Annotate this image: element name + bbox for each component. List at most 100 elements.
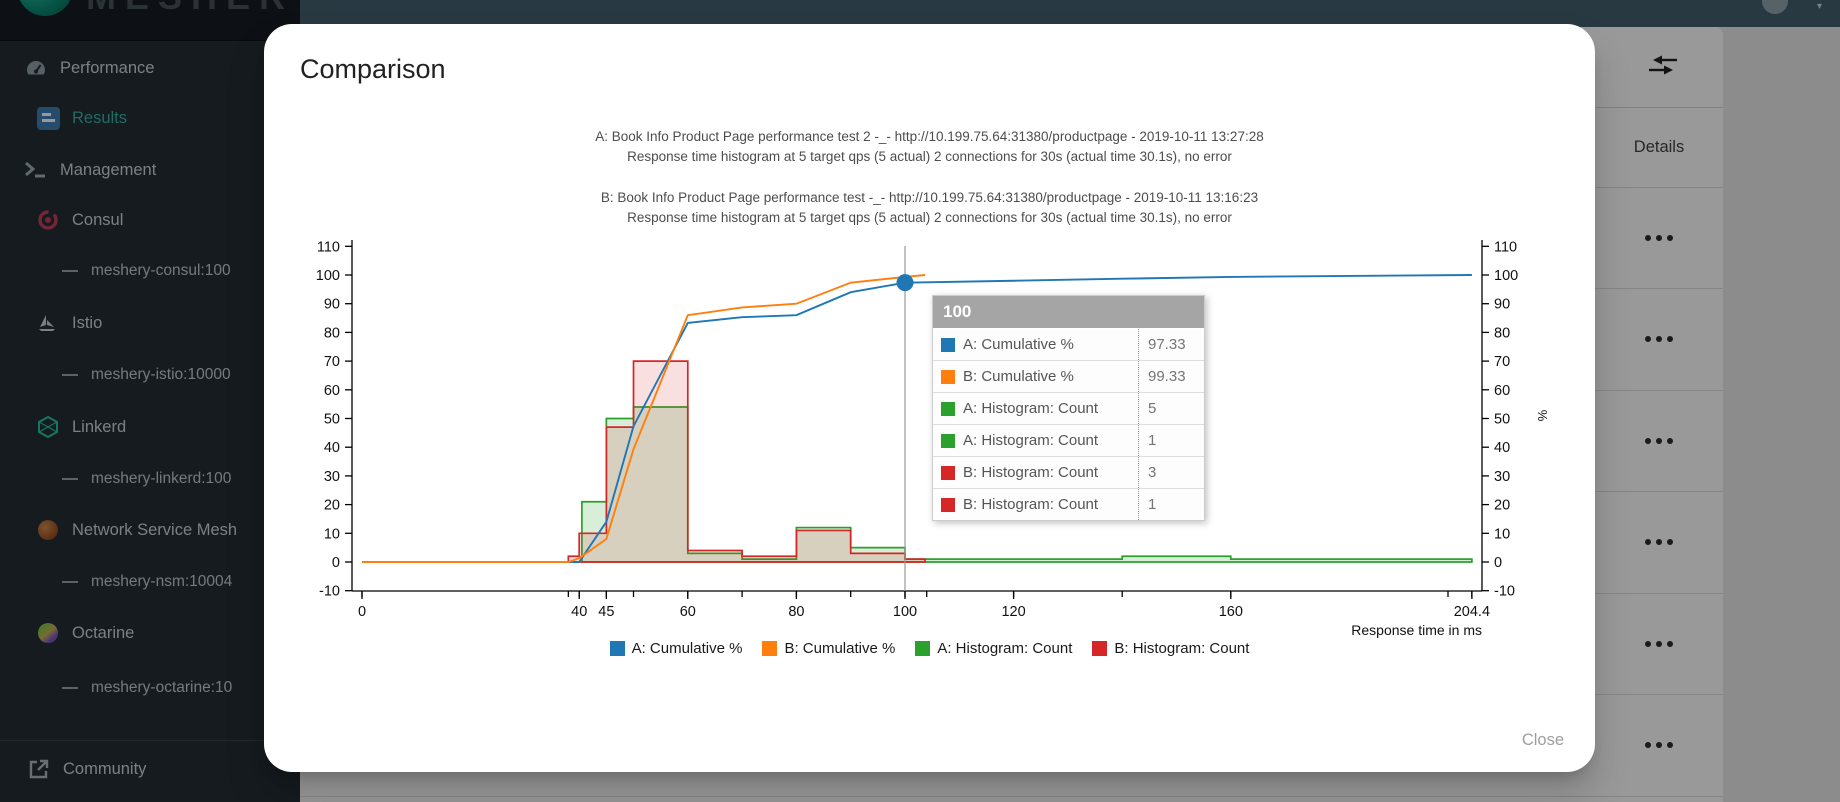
svg-text:20: 20 — [324, 498, 340, 514]
sidebar-item-meshery-consul-100[interactable]: meshery-consul:100 — [62, 253, 231, 289]
ellipsis-icon[interactable] — [1595, 187, 1723, 288]
close-button[interactable]: Close — [1506, 723, 1580, 758]
ellipsis-icon[interactable] — [1595, 593, 1723, 694]
sidebar-item-meshery-octarine-10[interactable]: meshery-octarine:10 — [62, 670, 232, 706]
chevron-down-icon[interactable]: ▾ — [1816, 1, 1822, 12]
svg-text:10: 10 — [1494, 526, 1510, 542]
svg-text:110: 110 — [317, 239, 340, 255]
legend-item[interactable]: A: Histogram: Count — [915, 640, 1072, 657]
legend-item[interactable]: B: Histogram: Count — [1092, 640, 1249, 657]
sidebar-item-label: Network Service Mesh — [72, 520, 238, 539]
tooltip-row: B: Histogram: Count 1 — [933, 488, 1204, 520]
sidebar-item-consul[interactable]: Consul — [36, 202, 123, 238]
sidebar-item-label: meshery-consul:100 — [91, 262, 231, 279]
line-b — [362, 274, 926, 563]
chart-title-b: B: Book Info Product Page performance te… — [600, 190, 1259, 205]
ellipsis-icon[interactable] — [1595, 492, 1723, 593]
tooltip-swatch — [941, 369, 955, 384]
tooltip-swatch — [941, 465, 955, 480]
legend-label: B: Histogram: Count — [1114, 640, 1250, 657]
svg-text:50: 50 — [324, 412, 340, 428]
tooltip-row: B: Cumulative % 99.33 — [933, 360, 1204, 392]
legend-swatch — [609, 641, 625, 656]
logo-block: MESHERY — [0, 0, 300, 41]
tooltip-row: A: Histogram: Count 5 — [933, 392, 1204, 424]
brand-wordmark: MESHERY — [86, 0, 300, 18]
y-axis-label: % — [1535, 410, 1550, 422]
sidebar-item-meshery-istio-10000[interactable]: meshery-istio:10000 — [62, 357, 231, 393]
legend-swatch — [762, 641, 778, 656]
sidebar-item-label: Performance — [60, 58, 155, 77]
sidebar-item-community[interactable]: Community — [27, 751, 146, 787]
histogram-b — [567, 360, 926, 563]
sidebar-item-management[interactable]: Management — [24, 152, 156, 188]
svg-text:60: 60 — [680, 604, 696, 620]
ellipsis-icon[interactable] — [1595, 289, 1723, 390]
svg-text:0: 0 — [332, 555, 340, 571]
tooltip-value: 1 — [1138, 489, 1204, 520]
legend-item[interactable]: A: Cumulative % — [609, 640, 742, 657]
svg-text:80: 80 — [788, 604, 804, 620]
tooltip-value: 3 — [1138, 457, 1204, 488]
external-link-icon — [27, 757, 51, 781]
svg-text:45: 45 — [598, 604, 614, 620]
sidebar-item-results[interactable]: Results — [36, 100, 127, 136]
dash-icon — [62, 581, 78, 583]
sidebar-item-network-service-mesh[interactable]: Network Service Mesh — [36, 512, 237, 548]
tooltip-row: A: Histogram: Count 1 — [933, 424, 1204, 456]
chart-subtitle-a: Response time histogram at 5 target qps … — [627, 149, 1232, 164]
sidebar-item-label: meshery-istio:10000 — [91, 366, 231, 383]
compare-arrows-icon[interactable] — [1648, 53, 1678, 84]
hover-dot[interactable] — [896, 274, 914, 292]
svg-text:30: 30 — [1494, 469, 1510, 485]
nsm-icon — [36, 518, 60, 542]
sidebar: MESHERY Performance Results Management Cons… — [0, 0, 300, 802]
details-column-header: Details — [1595, 107, 1723, 188]
svg-text:100: 100 — [316, 268, 340, 284]
sidebar-item-meshery-linkerd-100[interactable]: meshery-linkerd:100 — [62, 461, 231, 497]
sidebar-item-label: Results — [72, 108, 128, 127]
line-a — [362, 274, 1472, 563]
chart-tooltip: 100 A: Cumulative % 97.33 B: Cumulative % 9… — [932, 295, 1205, 521]
tooltip-swatch — [941, 433, 955, 448]
sidebar-item-meshery-nsm-10004[interactable]: meshery-nsm:10004 — [62, 564, 232, 600]
app-header-bar: ▾ — [300, 0, 1840, 27]
tooltip-header: 100 — [933, 296, 1204, 329]
tooltip-row: B: Histogram: Count 3 — [933, 456, 1204, 488]
sidebar-item-label: Consul — [72, 210, 124, 229]
svg-text:80: 80 — [324, 325, 340, 341]
sidebar-item-istio[interactable]: Istio — [36, 305, 102, 341]
legend-item[interactable]: B: Cumulative % — [762, 640, 895, 657]
octarine-icon — [36, 621, 60, 645]
svg-text:10: 10 — [324, 526, 340, 542]
svg-text:100: 100 — [1494, 268, 1518, 284]
linkerd-icon — [36, 415, 60, 439]
svg-text:30: 30 — [324, 469, 340, 485]
chart-subtitle-b: Response time histogram at 5 target qps … — [627, 210, 1232, 225]
tooltip-series: B: Cumulative % — [933, 361, 1138, 392]
legend-swatch — [1092, 641, 1108, 656]
sidebar-item-label: Linkerd — [72, 417, 127, 436]
tooltip-series: A: Cumulative % — [933, 329, 1138, 360]
meshery-logo-icon — [17, 0, 73, 16]
sidebar-item-linkerd[interactable]: Linkerd — [36, 409, 126, 445]
sidebar-item-octarine[interactable]: Octarine — [36, 615, 134, 651]
svg-text:120: 120 — [1001, 604, 1025, 620]
tooltip-series: A: Histogram: Count — [933, 393, 1138, 424]
sidebar-item-label: meshery-octarine:10 — [91, 679, 233, 696]
sidebar-item-performance[interactable]: Performance — [24, 50, 154, 86]
ellipsis-icon[interactable] — [1595, 390, 1723, 491]
svg-text:50: 50 — [1494, 412, 1510, 428]
tooltip-swatch — [941, 497, 955, 512]
ellipsis-icon[interactable] — [1595, 695, 1723, 796]
svg-text:0: 0 — [358, 604, 366, 620]
dash-icon — [62, 687, 78, 689]
x-axis-label: Response time in ms — [1351, 622, 1482, 638]
dialog-title: Comparison — [300, 54, 446, 84]
svg-text:40: 40 — [324, 440, 340, 456]
user-avatar[interactable] — [1762, 0, 1788, 14]
svg-text:90: 90 — [324, 297, 340, 313]
svg-text:90: 90 — [1494, 297, 1510, 313]
svg-text:0: 0 — [1494, 555, 1502, 571]
tooltip-value: 99.33 — [1138, 361, 1204, 392]
